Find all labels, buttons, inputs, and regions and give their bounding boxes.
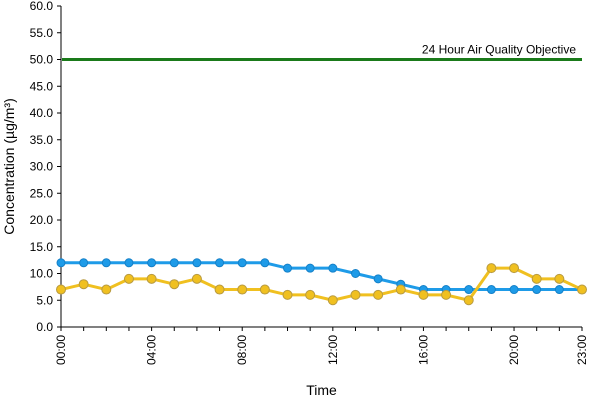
y-tick-label: 55.0 <box>30 26 54 40</box>
series-2-point <box>282 289 293 300</box>
series-2-point <box>214 284 225 295</box>
x-axis-title: Time <box>306 382 337 398</box>
series-2-point <box>350 289 361 300</box>
y-tick-label: 40.0 <box>30 106 54 120</box>
y-tick-label: 10.0 <box>30 267 54 281</box>
x-tick-label: 23:00 <box>575 335 589 365</box>
series-1-point <box>486 285 496 295</box>
x-tick-label: 16:00 <box>416 335 430 365</box>
series-1-point <box>305 263 315 273</box>
x-tick-label: 00:00 <box>54 335 68 365</box>
y-tick-label: 60.0 <box>30 0 54 13</box>
series-1-point <box>237 258 247 268</box>
reference-line-label: 24 Hour Air Quality Objective <box>422 43 576 57</box>
y-tick-label: 30.0 <box>30 160 54 174</box>
x-tick-label: 12:00 <box>326 335 340 365</box>
y-axis-title: Concentration (µg/m³) <box>1 98 17 234</box>
series-2-point <box>531 273 542 284</box>
series-1-point <box>373 274 383 284</box>
series-1-point <box>101 258 111 268</box>
series-1-point <box>147 258 157 268</box>
series-group <box>56 258 587 306</box>
series-1-point <box>554 285 564 295</box>
y-tick-label: 15.0 <box>30 240 54 254</box>
series-2-point <box>101 284 112 295</box>
series-1-point <box>169 258 179 268</box>
series-2-point <box>509 263 520 274</box>
series-2-point <box>123 273 134 284</box>
series-1-point <box>532 285 542 295</box>
y-tick-label: 45.0 <box>30 79 54 93</box>
series-2-point <box>191 273 202 284</box>
series-2-point <box>169 279 180 290</box>
series-1-point <box>464 285 474 295</box>
series-2-point <box>486 263 497 274</box>
y-tick-label: 5.0 <box>36 293 53 307</box>
series-2-point <box>237 284 248 295</box>
series-2-point <box>463 295 474 306</box>
series-2-point <box>305 289 316 300</box>
series-2-point <box>78 279 89 290</box>
series-1-point <box>328 263 338 273</box>
x-tick-label: 08:00 <box>235 335 249 365</box>
series-1-point <box>192 258 202 268</box>
series-2-point <box>56 284 66 295</box>
y-tick-label: 50.0 <box>30 53 54 67</box>
y-tick-label: 0.0 <box>36 320 53 334</box>
series-2-point <box>395 284 406 295</box>
y-tick-label: 35.0 <box>30 133 54 147</box>
series-1-point <box>350 269 360 278</box>
series-1-point <box>124 258 134 268</box>
series-1-point <box>283 263 293 273</box>
series-1-point <box>79 258 89 268</box>
y-tick-label: 25.0 <box>30 186 54 200</box>
series-2-point <box>441 289 452 300</box>
series-2-point <box>327 295 338 306</box>
series-2-point <box>418 289 429 300</box>
series-2-point <box>259 284 270 295</box>
series-1-point <box>56 258 66 268</box>
series-2-point <box>577 284 587 295</box>
x-axis-ticks: 00:00 04:00 08:00 12:00 16:00 20:00 23:00 <box>54 327 589 365</box>
series-1-point <box>260 258 270 268</box>
y-tick-label: 20.0 <box>30 213 54 227</box>
series-1-point <box>215 258 225 268</box>
series-2-point <box>554 273 565 284</box>
y-axis-ticks: 0.0 5.0 10.0 15.0 20.0 25.0 30.0 35.0 40.0 45.0 50… <box>30 0 61 334</box>
x-tick-label: 20:00 <box>507 335 521 365</box>
series-2-point <box>373 289 384 300</box>
series-2-point <box>146 273 157 284</box>
series-1-point <box>509 285 519 295</box>
series-2-line <box>60 266 583 302</box>
x-tick-label: 04:00 <box>145 335 159 365</box>
